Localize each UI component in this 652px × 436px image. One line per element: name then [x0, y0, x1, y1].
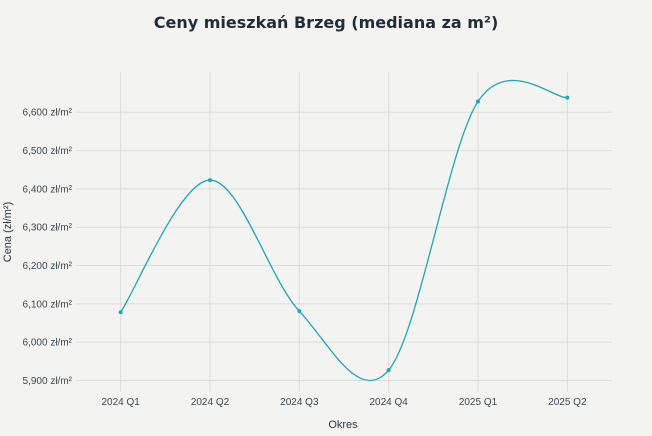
y-tick-label: 6,600 zł/m²	[23, 108, 73, 119]
grid	[76, 72, 612, 392]
x-tick-label: 2024 Q1	[101, 397, 140, 408]
data-points	[118, 95, 570, 373]
chart-title: Ceny mieszkań Brzeg (mediana za m²)	[154, 13, 499, 32]
y-tick-label: 6,400 zł/m²	[23, 184, 73, 195]
x-axis-label: Okres	[328, 419, 358, 431]
y-tick-label: 6,100 zł/m²	[23, 299, 73, 310]
y-tick-label: 6,300 zł/m²	[23, 223, 73, 234]
data-point	[118, 310, 123, 315]
x-tick-label: 2024 Q4	[369, 397, 408, 408]
x-tick-label: 2025 Q1	[459, 397, 498, 408]
x-tick-label: 2025 Q2	[548, 397, 587, 408]
y-tick-label: 6,200 zł/m²	[23, 261, 73, 272]
series-line	[120, 79, 568, 382]
y-tick-label: 6,500 zł/m²	[23, 146, 73, 157]
data-point	[476, 99, 480, 104]
y-axis-ticks: 5,900 zł/m² 6,000 zł/m² 6,100 zł/m² 6,200 z…	[23, 108, 73, 387]
data-point	[208, 178, 212, 183]
x-tick-label: 2024 Q3	[280, 397, 319, 408]
y-tick-label: 6,000 zł/m²	[23, 338, 73, 349]
data-point	[565, 95, 570, 100]
data-point	[386, 368, 391, 373]
x-axis-ticks: 2024 Q1 2024 Q2 2024 Q3 2024 Q4 2025 Q1 2025 …	[101, 397, 586, 408]
y-tick-label: 5,900 zł/m²	[23, 376, 73, 387]
data-point	[297, 309, 302, 314]
x-tick-label: 2024 Q2	[191, 397, 230, 408]
y-axis-label: Cena (zł/m²)	[2, 202, 14, 263]
